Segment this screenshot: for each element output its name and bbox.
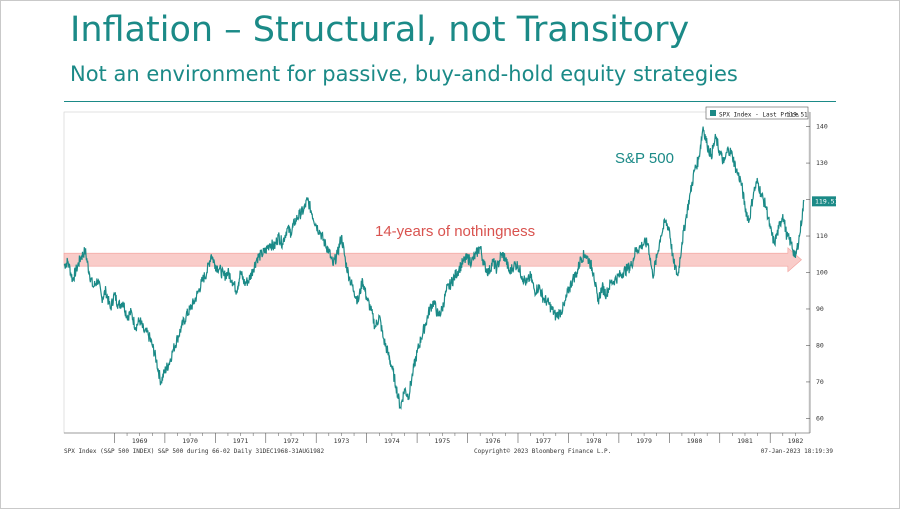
title-divider	[64, 101, 836, 102]
x-tick-label: 1980	[687, 437, 703, 445]
x-tick-label: 1975	[434, 437, 450, 445]
spx-series-line	[63, 126, 805, 410]
x-tick-label: 1973	[334, 437, 350, 445]
legend-box	[705, 106, 809, 120]
y-tick-label: 90	[816, 305, 824, 313]
last-price-tag-text: 119.51	[815, 198, 839, 206]
chart-legend: SPX Index - Last Price 119.51	[705, 106, 809, 120]
legend-swatch	[710, 110, 716, 116]
x-tick-label: 1981	[737, 437, 753, 445]
x-axis: 1969 1970 1971 1972 1973 1974 1975 1976 1977 1978…	[64, 432, 810, 445]
footer-right: 07-Jan-2023 18:19:39	[761, 448, 834, 455]
nothingness-arrow	[63, 247, 802, 273]
footer-left: SPX Index (S&P 500 INDEX) S&P 500 during…	[64, 448, 324, 455]
y-tick-label: 100	[816, 269, 828, 277]
y-tick-label: 110	[816, 232, 828, 240]
y-tick-label: 80	[816, 341, 824, 349]
x-tick-label: 1978	[586, 437, 602, 445]
x-tick-label: 1970	[182, 437, 198, 445]
nothingness-band	[63, 247, 802, 273]
slide-subtitle: Not an environment for passive, buy-and-…	[70, 62, 738, 86]
y-tick-label: 60	[816, 414, 824, 422]
nothingness-annotation: 14-years of nothingness	[375, 223, 535, 240]
x-tick-label: 1982	[788, 437, 804, 445]
x-tick-label: 1974	[384, 437, 400, 445]
legend-value: 119.51	[786, 112, 808, 119]
y-tick-label: 140	[816, 123, 828, 131]
y-axis: 60708090100110120130140	[806, 112, 828, 433]
x-tick-label: 1972	[283, 437, 299, 445]
y-tick-label: 130	[816, 159, 828, 167]
slide-title: Inflation – Structural, not Transitory	[70, 10, 690, 50]
last-price-tag: 119.51	[812, 196, 839, 207]
last-price-tag-box	[812, 196, 836, 207]
x-tick-label: 1977	[535, 437, 551, 445]
x-tick-label: 1971	[233, 437, 249, 445]
x-tick-label: 1979	[636, 437, 652, 445]
series-annotation: S&P 500	[615, 150, 674, 167]
y-tick-label: 70	[816, 378, 824, 386]
x-tick-label: 1969	[132, 437, 148, 445]
footer-center: Copyright© 2023 Bloomberg Finance L.P.	[474, 448, 611, 455]
x-tick-label: 1976	[485, 437, 501, 445]
legend-label: SPX Index - Last Price	[719, 112, 799, 119]
